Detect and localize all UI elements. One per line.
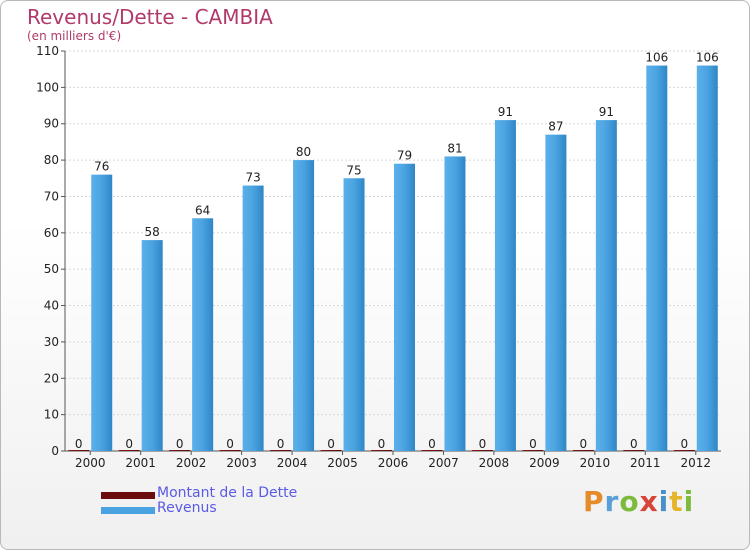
- data-label-revenus: 91: [498, 105, 513, 119]
- y-tick-label: 110: [36, 44, 59, 58]
- bar-dette: [421, 450, 443, 451]
- bar-revenus: [444, 156, 466, 452]
- bar-dette: [68, 450, 90, 451]
- legend-swatch-revenus: [101, 507, 155, 514]
- x-tick-label: 2002: [176, 456, 207, 470]
- data-label-dette: 0: [378, 437, 386, 451]
- bar-revenus: [394, 163, 415, 451]
- bar-dette: [270, 450, 292, 451]
- data-label-revenus: 58: [145, 225, 160, 239]
- y-tick-label: 50: [44, 262, 59, 276]
- bar-revenus: [141, 240, 163, 451]
- bar-revenus: [343, 178, 365, 452]
- bar-revenus: [646, 65, 668, 451]
- bar-dette: [320, 450, 342, 451]
- data-label-dette: 0: [630, 437, 638, 451]
- bar-revenus: [91, 174, 113, 452]
- data-label-dette: 0: [580, 437, 588, 451]
- bar-dette: [219, 450, 241, 451]
- bar-revenus: [494, 120, 516, 451]
- data-label-dette: 0: [327, 437, 335, 451]
- bar-dette: [522, 450, 544, 451]
- y-tick-label: 10: [44, 408, 59, 422]
- x-tick-label: 2005: [327, 456, 358, 470]
- x-tick-label: 2003: [226, 456, 257, 470]
- y-tick-label: 70: [44, 189, 59, 203]
- proxiti-logo: Proxiti: [583, 485, 695, 518]
- bar-revenus: [242, 185, 264, 451]
- legend-label-dette: Montant de la Dette: [157, 485, 298, 501]
- data-label-revenus: 87: [548, 120, 563, 134]
- data-label-revenus: 73: [245, 171, 260, 185]
- chart-subtitle: (en milliers d'€): [27, 29, 122, 43]
- bar-dette: [623, 450, 645, 451]
- data-label-dette: 0: [529, 437, 537, 451]
- y-tick-label: 40: [44, 299, 59, 313]
- y-tick-label: 0: [51, 444, 59, 458]
- x-tick-label: 2007: [428, 456, 459, 470]
- chart-title: Revenus/Dette - CAMBIA: [27, 5, 273, 29]
- y-tick-label: 80: [44, 153, 59, 167]
- x-tick-label: 2011: [630, 456, 661, 470]
- data-label-revenus: 75: [346, 163, 361, 177]
- x-tick-label: 2008: [479, 456, 510, 470]
- bar-dette: [169, 450, 191, 451]
- data-label-revenus: 76: [94, 160, 109, 174]
- data-label-revenus: 64: [195, 203, 210, 217]
- data-label-dette: 0: [479, 437, 487, 451]
- x-tick-label: 2001: [125, 456, 156, 470]
- y-tick-label: 20: [44, 371, 59, 385]
- bar-revenus: [293, 160, 315, 451]
- data-label-revenus: 79: [397, 149, 412, 163]
- data-label-dette: 0: [428, 437, 436, 451]
- data-label-dette: 0: [75, 437, 83, 451]
- y-tick-label: 30: [44, 335, 59, 349]
- y-tick-label: 90: [44, 117, 59, 131]
- data-label-revenus: 91: [599, 105, 614, 119]
- data-label-revenus: 80: [296, 145, 311, 159]
- data-label-revenus: 106: [696, 51, 719, 65]
- bar-revenus: [192, 218, 214, 451]
- data-label-revenus: 106: [645, 51, 668, 65]
- bar-revenus: [696, 65, 718, 451]
- bar-dette: [572, 450, 594, 451]
- x-tick-label: 2012: [680, 456, 711, 470]
- bar-dette: [118, 450, 140, 451]
- x-tick-label: 2010: [580, 456, 611, 470]
- legend-label-revenus: Revenus: [157, 500, 217, 516]
- bar-dette: [371, 450, 392, 451]
- data-label-dette: 0: [680, 437, 688, 451]
- x-tick-label: 2009: [529, 456, 560, 470]
- bar-dette: [471, 450, 493, 451]
- y-tick-label: 100: [36, 80, 59, 94]
- legend-swatch-dette: [101, 492, 155, 499]
- x-tick-label: 2004: [277, 456, 308, 470]
- bar-dette: [673, 450, 695, 451]
- x-tick-label: 2006: [378, 456, 409, 470]
- data-label-dette: 0: [277, 437, 285, 451]
- data-label-dette: 0: [176, 437, 184, 451]
- bar-revenus: [595, 120, 617, 451]
- y-tick-label: 60: [44, 226, 59, 240]
- data-label-dette: 0: [125, 437, 133, 451]
- x-tick-label: 2000: [75, 456, 106, 470]
- data-label-revenus: 81: [447, 141, 462, 155]
- data-label-dette: 0: [226, 437, 234, 451]
- bar-revenus: [545, 134, 567, 452]
